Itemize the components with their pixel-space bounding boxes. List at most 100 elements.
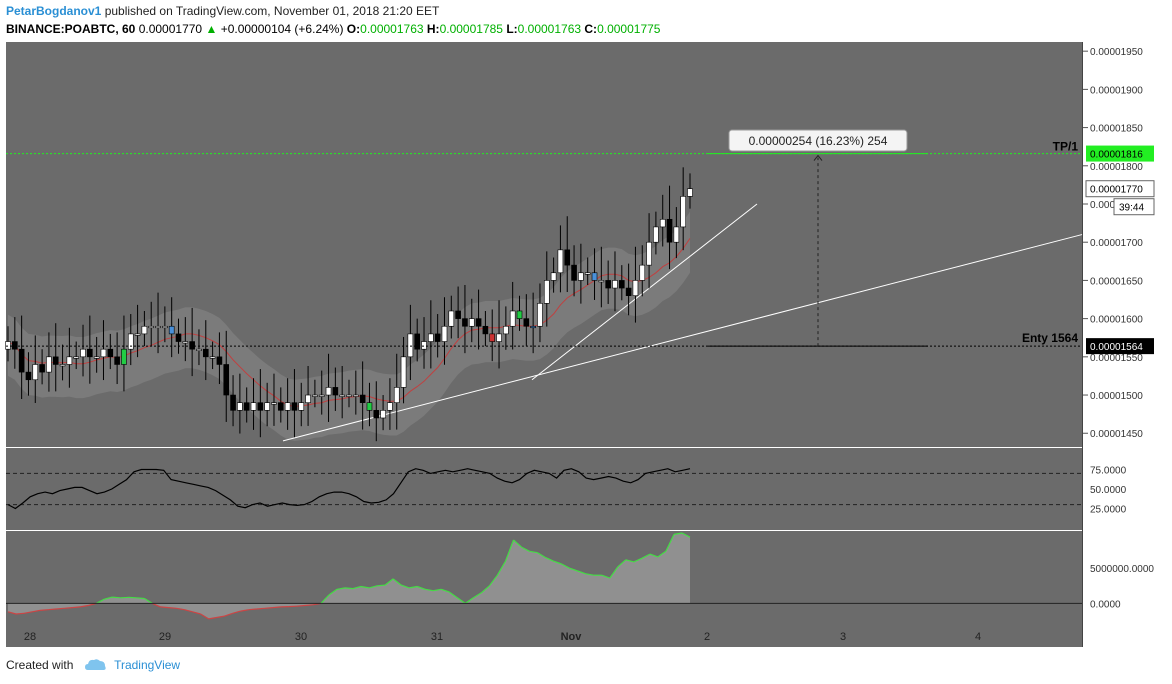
candle — [550, 257, 557, 293]
trendline-long[interactable] — [282, 234, 1083, 442]
time-tick-label: 4 — [975, 631, 981, 643]
candle — [59, 344, 66, 381]
candle — [584, 257, 591, 285]
candle — [162, 306, 168, 343]
volume-segment — [577, 570, 586, 575]
candle — [46, 332, 52, 392]
volume-segment — [417, 585, 426, 590]
price-tick-label: 0.00001650 — [1090, 276, 1143, 287]
candle — [605, 260, 611, 304]
candle — [312, 379, 318, 408]
low-value: 0.00001763 — [517, 22, 582, 36]
candle — [455, 286, 461, 339]
last-price-tag — [1085, 180, 1155, 198]
time-tick-label: 30 — [295, 631, 307, 643]
candle — [100, 320, 107, 381]
candle — [680, 167, 686, 251]
up-triangle-icon: ▲ — [205, 22, 218, 36]
candle — [168, 297, 175, 358]
volume-segment — [136, 597, 145, 600]
candle — [462, 285, 468, 354]
candle — [407, 304, 414, 381]
price-tick-label: 0.00001550 — [1090, 353, 1143, 364]
candle — [366, 382, 373, 427]
volume-segment — [496, 560, 507, 576]
volume-segment — [144, 597, 153, 604]
volume-segment — [433, 588, 442, 592]
volume-segment — [272, 606, 281, 609]
open-label: O: — [346, 22, 361, 36]
volume-segment — [184, 609, 193, 613]
tp-price-text: 0.00001816 — [1090, 150, 1143, 161]
candle — [305, 366, 311, 426]
price-tick-label: 0.00001450 — [1090, 429, 1143, 440]
candle — [482, 310, 489, 347]
volume-segment — [80, 604, 89, 608]
volume-segment — [40, 609, 49, 611]
volume-segment — [176, 607, 185, 611]
volume-segment — [377, 584, 386, 587]
author-link[interactable]: PetarBogdanov1 — [6, 4, 102, 18]
candle — [659, 194, 666, 247]
candle — [107, 333, 114, 370]
volume-segment — [360, 585, 370, 589]
candle — [121, 315, 127, 392]
trendline-short[interactable] — [531, 203, 758, 381]
time-tick-label: 3 — [840, 631, 846, 643]
volume-segment — [320, 594, 330, 604]
candle — [257, 369, 264, 438]
candle — [332, 367, 339, 411]
footer: Created with TradingView — [6, 658, 180, 674]
volume-segment — [31, 609, 41, 613]
tradingview-link[interactable]: TradingView — [114, 658, 181, 673]
volume-segment — [336, 587, 346, 590]
close-value: 0.00001775 — [597, 22, 661, 36]
candle — [625, 263, 632, 316]
volume-tick-label: 5000000.0000 — [1090, 564, 1154, 575]
volume-segment — [112, 596, 121, 599]
candle — [346, 379, 352, 408]
volume-segment — [160, 606, 169, 609]
volume-segment — [168, 607, 177, 609]
candle — [687, 173, 693, 209]
high-value: 0.00001785 — [439, 22, 503, 36]
volume-segment — [504, 539, 515, 562]
candle — [448, 295, 455, 339]
volume-segment — [208, 616, 217, 620]
candle — [318, 370, 325, 415]
high-label: H: — [426, 22, 440, 36]
candle — [32, 335, 39, 403]
candle — [25, 352, 32, 396]
candle — [387, 378, 393, 430]
candle — [52, 323, 59, 392]
candle — [543, 251, 550, 327]
time-tick-label: Nov — [561, 631, 583, 643]
candle — [127, 314, 134, 366]
range-measure-box — [728, 129, 908, 152]
volume-segment — [368, 585, 378, 589]
candle — [393, 353, 400, 430]
volume-segment — [232, 610, 241, 614]
volume-segment — [72, 606, 81, 609]
volume-segment — [248, 608, 257, 611]
volume-segment — [192, 611, 201, 615]
range-measure-text: 0.00000254 (16.23%) 254 — [749, 134, 888, 148]
ohlc-legend: BINANCE:POABTC, 60 0.00001770 ▲ +0.00000… — [6, 22, 660, 36]
volume-segment — [392, 578, 402, 586]
volume-segment — [609, 566, 619, 579]
volume-segment — [409, 585, 418, 589]
volume-segment — [657, 550, 667, 558]
volume-segment — [537, 552, 546, 559]
entry-price-tag — [1086, 338, 1154, 355]
candle — [134, 304, 141, 358]
price-tick-label: 0.00001900 — [1090, 85, 1143, 96]
volume-segment — [384, 578, 394, 586]
volume-segment — [15, 612, 25, 615]
candle — [114, 332, 120, 385]
volume-segment — [681, 532, 691, 538]
last-price-text: 0.00001770 — [1090, 185, 1143, 196]
candle — [618, 265, 625, 301]
candle — [468, 298, 475, 343]
price-tick-label: 0.00001800 — [1090, 162, 1143, 173]
